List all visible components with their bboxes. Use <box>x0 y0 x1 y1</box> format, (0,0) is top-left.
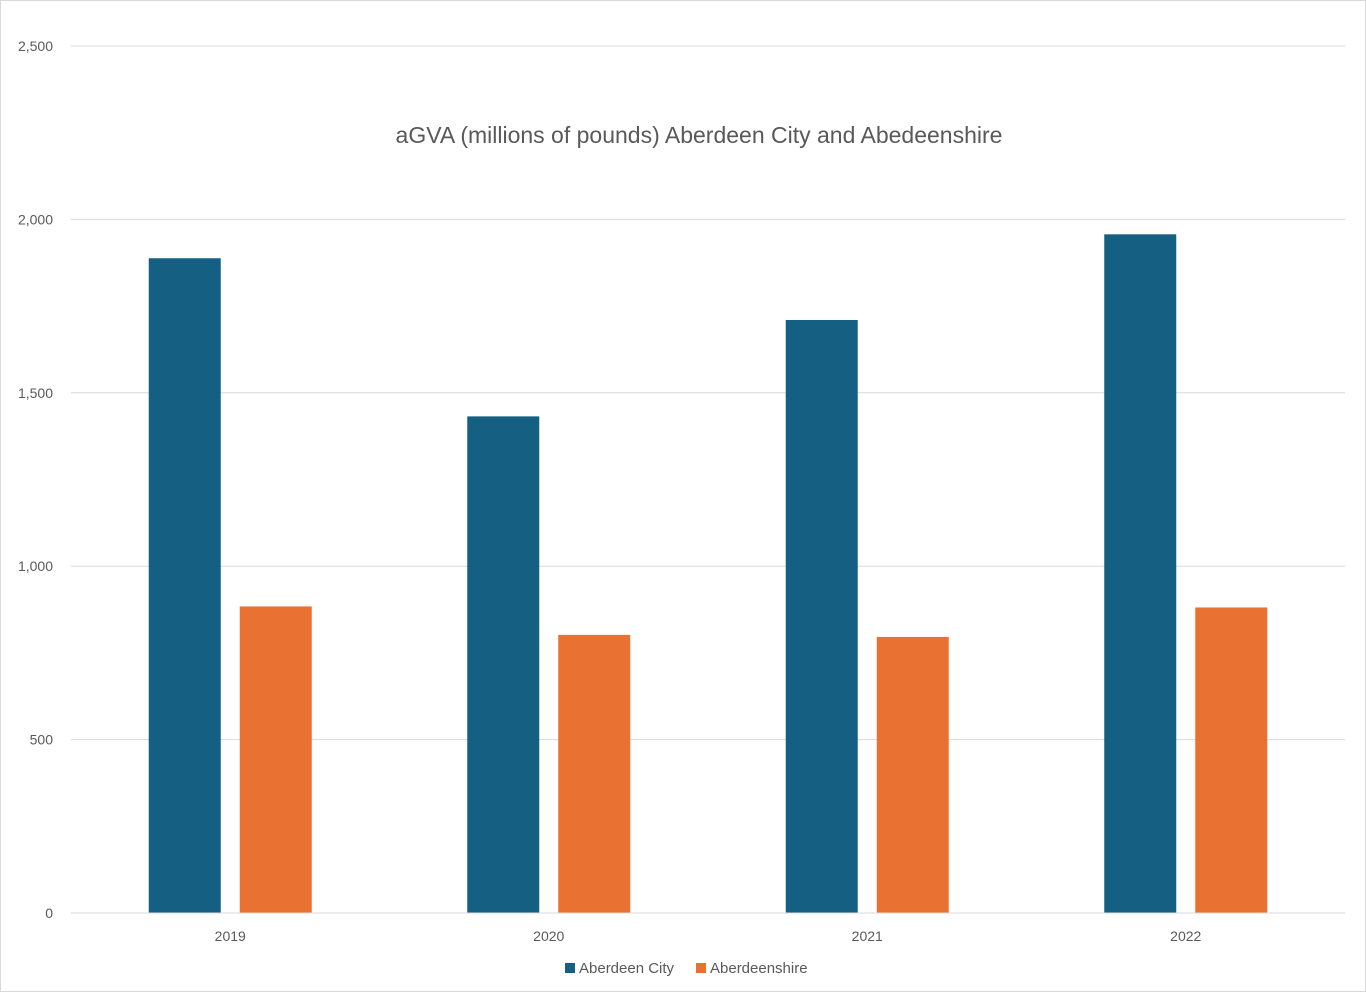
x-tick-label: 2020 <box>533 928 564 944</box>
y-tick-label: 500 <box>30 732 54 748</box>
y-axis-tick-labels: 0 500 1,000 1,500 2,000 2,500 <box>18 38 53 921</box>
bar-aberdeen-city-2021 <box>785 319 858 913</box>
y-tick-label: 1,500 <box>18 385 53 401</box>
bar-aberdeenshire-2022 <box>1195 607 1268 913</box>
x-tick-label: 2021 <box>852 928 883 944</box>
y-tick-label: 2,000 <box>18 211 53 227</box>
legend-label: Aberdeen City <box>579 960 675 977</box>
bar-aberdeen-city-2020 <box>467 416 540 913</box>
y-tick-label: 1,000 <box>18 558 53 574</box>
legend-swatch-aberdeen-city <box>565 963 575 973</box>
bars <box>148 234 1268 914</box>
y-tick-label: 2,500 <box>18 38 53 54</box>
legend-label: Aberdeenshire <box>710 960 808 977</box>
x-axis-tick-labels: 2019 2020 2021 2022 <box>215 928 1202 944</box>
bar-aberdeenshire-2020 <box>558 634 631 913</box>
x-tick-label: 2022 <box>1170 928 1201 944</box>
bar-aberdeen-city-2019 <box>148 258 221 914</box>
y-tick-label: 0 <box>45 905 53 921</box>
bar-aberdeenshire-2021 <box>876 636 949 913</box>
x-tick-label: 2019 <box>215 928 246 944</box>
legend: Aberdeen City Aberdeenshire <box>565 960 808 977</box>
bar-aberdeenshire-2019 <box>239 606 312 913</box>
chart-title: aGVA (millions of pounds) Aberdeen City … <box>396 122 1003 148</box>
legend-swatch-aberdeenshire <box>696 963 706 973</box>
bar-aberdeen-city-2022 <box>1104 234 1177 914</box>
